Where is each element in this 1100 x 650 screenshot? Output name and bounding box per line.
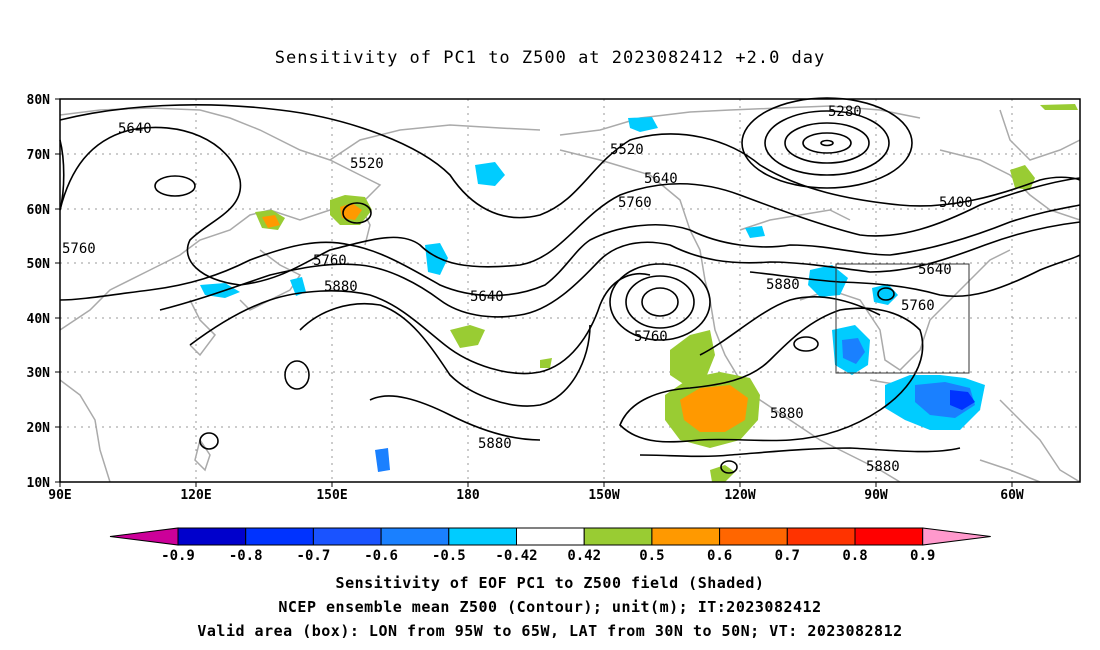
contour-label: 5760 [618,195,652,211]
tick-marks [55,98,1013,487]
contour-label: 5640 [644,171,678,187]
shading-negative-caribbean-deep [950,390,975,410]
shading-negative-japan [200,283,240,298]
colorbar-swatch [516,527,585,546]
z500-contours [59,97,1081,474]
colorbar-swatch [786,527,856,546]
contour-label: 5880 [770,406,804,422]
contour-label: 5520 [610,142,644,158]
colorbar-swatch [312,527,382,546]
colorbar-arrow-low [109,527,179,546]
lat-tick-label: 20N [27,421,51,436]
contour-label: 5760 [634,329,668,345]
shading-positive-arctic [1040,104,1078,110]
caption-shading: Sensitivity of EOF PC1 to Z500 field (Sh… [335,574,765,592]
shading-negative-alaska [475,162,505,186]
shading-strong-siberia [262,215,280,228]
lat-tick-label: 40N [27,312,51,327]
shading-negative-hudson [745,226,765,238]
shading-negative-hawaii [375,448,390,472]
contour-label: 5640 [918,262,952,278]
sensitivity-shading [200,104,1078,482]
shading-negative-gulf-core [842,338,865,364]
shading-positive-california [670,330,715,385]
lon-tick-label: 120E [180,488,211,503]
colorbar-tick-label: 0.8 [842,548,867,564]
contour-label: 5880 [866,459,900,475]
contour-label: 5640 [470,289,504,305]
lat-tick-label: 10N [27,476,51,491]
shading-negative-japan-east [290,277,306,296]
lon-tick-label: 60W [1000,488,1024,503]
lat-tick-label: 70N [27,148,51,163]
colorbar-tick-label: 0.42 [567,548,601,564]
contour-label: 5880 [766,277,800,293]
colorbar-tick-label: -0.42 [495,548,537,564]
lon-tick-label: 90E [48,488,71,503]
colorbar-swatch [854,527,924,546]
contour-label: 5760 [901,298,935,314]
lat-tick-label: 80N [27,93,51,108]
lon-tick-label: 120W [724,488,755,503]
contour-label: 5280 [828,104,862,120]
colorbar-tick-label: -0.8 [229,548,263,564]
contour-label: 5880 [478,436,512,452]
colorbar [109,527,991,546]
colorbar-tick-label: -0.7 [297,548,331,564]
colorbar-swatch [177,527,247,546]
shading-positive-dot [540,358,552,368]
colorbar-tick-label: -0.6 [364,548,398,564]
map-title: Sensitivity of PC1 to Z500 at 2023082412… [274,48,826,68]
coastlines [59,105,1081,483]
contour-label: 5880 [324,279,358,295]
lat-tick-label: 30N [27,366,51,381]
colorbar-tick-label: 0.9 [910,548,935,564]
lon-tick-label: 180 [456,488,480,503]
lon-tick-label: 150E [316,488,347,503]
colorbar-arrow-high [922,527,991,546]
colorbar-swatch [719,527,788,546]
caption-valid-area: Valid area (box): LON from 95W to 65W, L… [197,622,903,640]
shading-strong-baja [680,385,748,432]
colorbar-tick-label: 0.6 [707,548,732,564]
colorbar-labels: -0.9 -0.8 -0.7 -0.6 -0.5 -0.42 0.42 0.5 0.6 0.7 0.… [161,548,935,564]
colorbar-swatch [380,527,450,546]
lat-tick-label: 60N [27,203,51,218]
colorbar-tick-label: -0.9 [161,548,195,564]
caption-contour: NCEP ensemble mean Z500 (Contour); unit(… [278,598,822,616]
colorbar-tick-label: -0.5 [432,548,466,564]
colorbar-swatch [448,527,517,546]
colorbar-tick-label: 0.5 [639,548,664,564]
contour-label: 5520 [350,156,384,172]
shading-positive-pacific [450,325,485,348]
colorbar-swatch [583,527,653,546]
colorbar-swatch [651,527,721,546]
shading-positive-mexico [710,465,735,482]
shading-negative-arctic [628,117,658,132]
valid-area-box [835,263,970,374]
contour-label: 5760 [62,241,96,257]
lat-tick-label: 50N [27,257,51,272]
lon-tick-label: 90W [864,488,888,503]
colorbar-swatch [245,527,314,546]
shading-negative-bering [425,243,448,275]
contour-label: 5760 [313,253,347,269]
lon-tick-label: 150W [588,488,619,503]
map-frame [59,98,1081,483]
contour-label: 5640 [118,121,152,137]
colorbar-tick-label: 0.7 [775,548,800,564]
contour-label: 5400 [939,195,973,211]
